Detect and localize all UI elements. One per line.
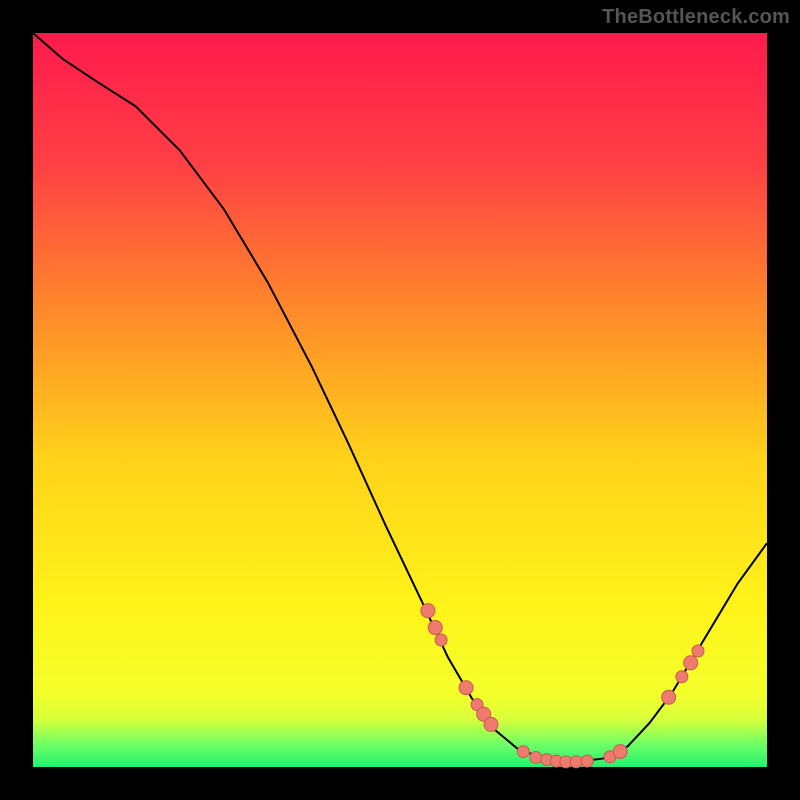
- data-marker: [530, 751, 542, 763]
- chart-canvas: [0, 0, 800, 800]
- data-marker: [570, 756, 582, 768]
- data-marker: [428, 621, 442, 635]
- plot-background: [33, 33, 767, 767]
- data-marker: [676, 671, 688, 683]
- data-marker: [517, 746, 529, 758]
- data-marker: [684, 656, 698, 670]
- data-marker: [484, 717, 498, 731]
- watermark-text: TheBottleneck.com: [602, 6, 790, 29]
- data-marker: [459, 681, 473, 695]
- data-marker: [435, 634, 447, 646]
- data-marker: [692, 645, 704, 657]
- data-marker: [662, 690, 676, 704]
- data-marker: [613, 745, 627, 759]
- data-marker: [421, 604, 435, 618]
- data-marker: [581, 755, 593, 767]
